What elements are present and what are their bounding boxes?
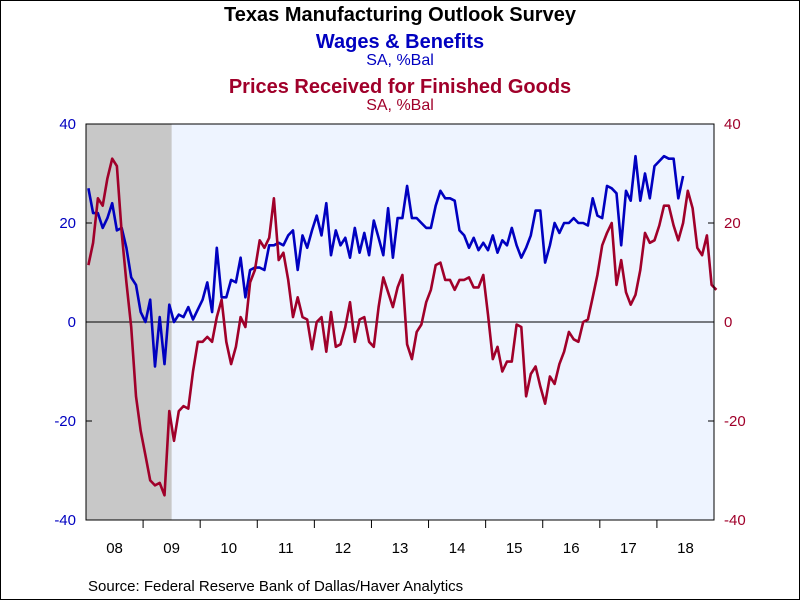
plot-border xyxy=(85,123,715,521)
right-axis-tick-label: 40 xyxy=(724,116,741,133)
x-axis-tick-label: 14 xyxy=(449,540,466,557)
x-axis-tick-label: 11 xyxy=(278,540,294,557)
x-axis-tick-label: 12 xyxy=(335,540,352,557)
left-axis-tick-label: -20 xyxy=(54,413,76,430)
right-axis-tick-label: 20 xyxy=(724,215,741,232)
x-axis-tick-label: 18 xyxy=(677,540,694,557)
left-axis-tick-label: 20 xyxy=(59,215,76,232)
x-axis-tick-label: 15 xyxy=(506,540,523,557)
right-axis-tick-label: -20 xyxy=(724,413,746,430)
left-axis-tick-label: -40 xyxy=(54,512,76,529)
right-axis-tick-label: 0 xyxy=(724,314,732,331)
series-1-subtitle: SA, %Bal xyxy=(366,52,434,69)
series-line-1 xyxy=(87,154,685,368)
series-2-subtitle: SA, %Bal xyxy=(366,97,434,114)
x-axis-tick-label: 17 xyxy=(620,540,637,557)
left-axis-tick-label: 0 xyxy=(68,314,76,331)
x-axis-tick-label: 13 xyxy=(392,540,409,557)
right-axis-tick-label: -40 xyxy=(724,512,746,529)
source-note: Source: Federal Reserve Bank of Dallas/H… xyxy=(88,578,464,595)
series-2-title: Prices Received for Finished Goods xyxy=(228,76,572,98)
x-axis-tick-label: 09 xyxy=(163,540,180,557)
chart-title: Texas Manufacturing Outlook Survey xyxy=(224,4,576,26)
x-axis-tick-label: 16 xyxy=(563,540,580,557)
x-axis-tick-label: 08 xyxy=(106,540,123,557)
left-axis-tick-label: 40 xyxy=(59,116,76,133)
series-1-title: Wages & Benefits xyxy=(315,31,485,53)
x-axis-tick-label: 10 xyxy=(220,540,237,557)
series-line-2 xyxy=(87,157,718,497)
